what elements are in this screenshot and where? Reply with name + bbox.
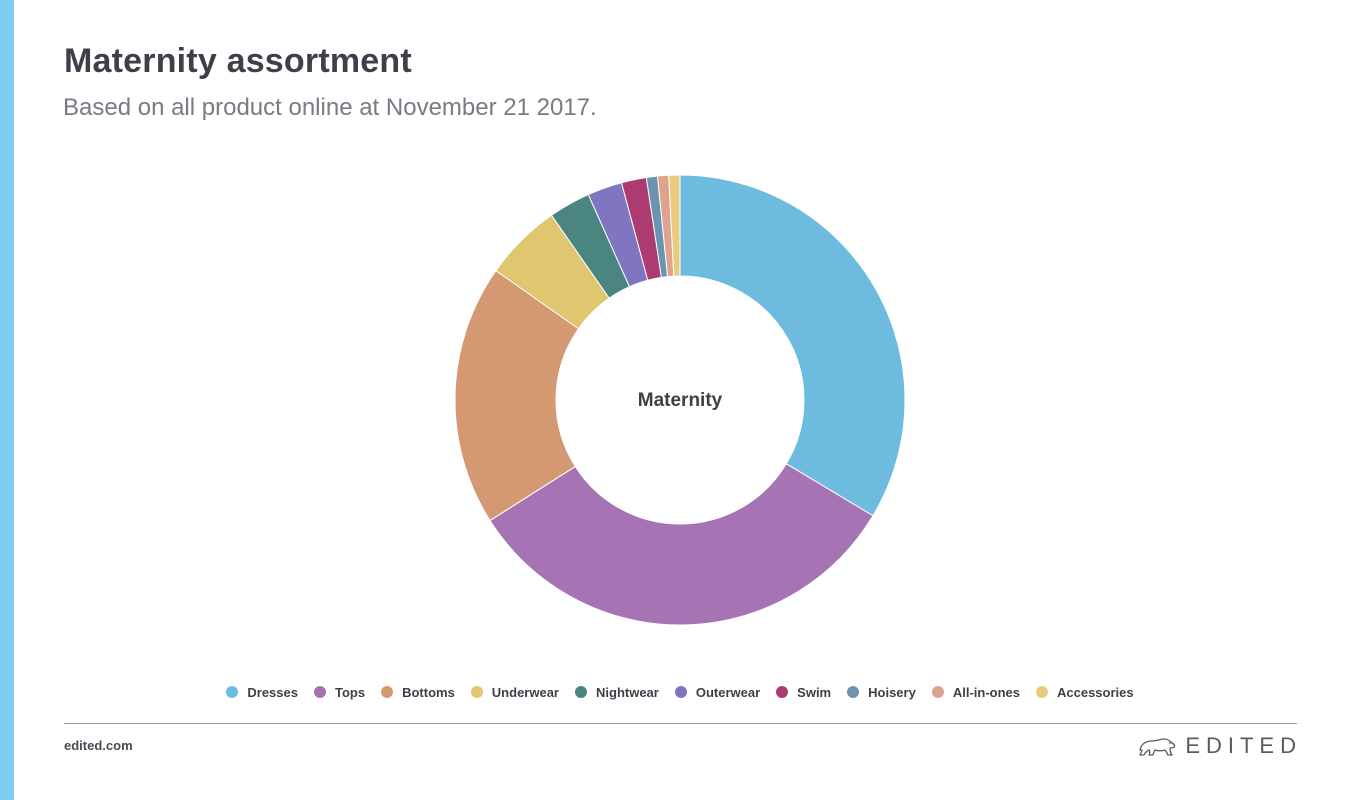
legend-item-accessories[interactable]: Accessories (1036, 685, 1134, 700)
slice-bottoms[interactable] (454, 269, 580, 522)
legend-swatch (1036, 686, 1048, 698)
legend-label: Accessories (1057, 684, 1134, 700)
legend-label: Tops (334, 684, 366, 700)
slice-accessories[interactable] (668, 174, 681, 277)
legend-item-all-in-ones[interactable]: All-in-ones (931, 684, 1020, 700)
legend-item-hoisery[interactable]: Hoisery (847, 685, 916, 700)
legend-label: Hoisery (868, 684, 916, 700)
donut-chart: Maternity (454, 174, 906, 626)
legend-label: Underwear (491, 684, 559, 700)
slice-tops[interactable] (489, 463, 874, 626)
polar-bear-icon (1139, 738, 1176, 756)
footer-divider (64, 723, 1297, 724)
slice-dresses[interactable] (679, 174, 906, 517)
legend-label: All-in-ones (952, 684, 1020, 700)
legend-swatch (847, 686, 860, 698)
chart-legend: Dresses Tops Bottoms Underwear Nightwear Oute… (0, 682, 1360, 702)
brand-name: EDITED (1185, 733, 1302, 758)
donut-slices (454, 174, 906, 626)
legend-label: Bottoms (402, 684, 455, 700)
legend-label: Outerwear (695, 684, 761, 700)
legend-swatch (470, 686, 483, 698)
legend-item-tops[interactable]: Tops (313, 684, 366, 700)
chart-title: Maternity assortment (64, 42, 412, 80)
legend-swatch (575, 686, 587, 698)
legend-label: Nightwear (596, 684, 659, 700)
donut-center-label: Maternity (638, 390, 723, 411)
legend-item-outerwear[interactable]: Outerwear (674, 684, 761, 700)
legend-item-bottoms[interactable]: Bottoms (381, 685, 455, 700)
brand-logo: EDITED (1137, 733, 1296, 759)
legend-label: Swim (797, 684, 832, 700)
legend-swatch (226, 686, 239, 698)
legend-swatch (313, 686, 326, 698)
legend-label: Dresses (247, 684, 298, 700)
legend-item-swim[interactable]: Swim (776, 685, 831, 700)
legend-item-dresses[interactable]: Dresses (226, 685, 298, 700)
legend-item-underwear[interactable]: Underwear (470, 684, 559, 700)
accent-bar (0, 0, 14, 800)
legend-swatch (776, 686, 789, 698)
legend-swatch (381, 686, 394, 698)
legend-swatch (674, 686, 687, 698)
legend-item-nightwear[interactable]: Nightwear (575, 685, 659, 700)
chart-subtitle: Based on all product online at November … (63, 94, 597, 121)
legend-swatch (931, 686, 944, 698)
footer-url[interactable]: edited.com (64, 738, 133, 753)
